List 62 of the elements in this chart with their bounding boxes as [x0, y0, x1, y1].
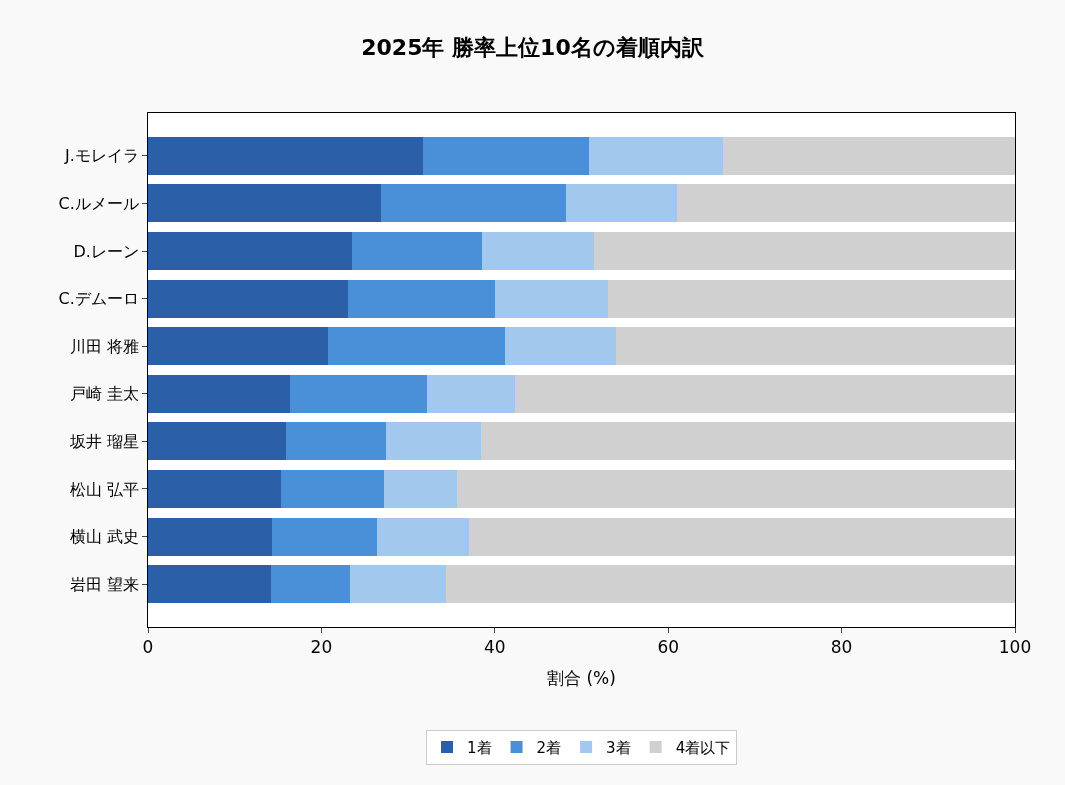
- bar: [381, 184, 566, 223]
- bar: [148, 565, 272, 604]
- bar: [148, 469, 281, 509]
- bar: [593, 231, 1015, 271]
- bar: [386, 422, 481, 461]
- bar: [148, 136, 423, 175]
- x-tick-label: 20: [310, 637, 333, 658]
- y-tick-label: 川田 将雅: [69, 336, 139, 356]
- bar: [148, 517, 272, 556]
- x-tick-label: 100: [998, 637, 1032, 658]
- bar: [505, 327, 617, 366]
- bar: [616, 327, 1015, 366]
- bar: [148, 422, 286, 461]
- y-tick-label: 横山 武史: [69, 527, 139, 547]
- bar: [148, 374, 291, 413]
- bar: [351, 231, 482, 271]
- x-axis-title: 割合 (%): [547, 667, 616, 688]
- bar: [328, 327, 506, 366]
- y-tick-label: 坂井 瑠星: [68, 431, 139, 451]
- y-tick-label: C.デムーロ: [58, 289, 139, 309]
- bar: [148, 327, 329, 366]
- bar: [480, 422, 1015, 461]
- bar: [676, 184, 1015, 223]
- legend-label: 2着: [536, 738, 562, 757]
- bar: [148, 184, 382, 223]
- bar: [271, 565, 351, 604]
- bar: [350, 565, 447, 604]
- bar: [148, 231, 352, 271]
- x-tick-label: 80: [830, 637, 853, 658]
- x-tick-label: 40: [483, 637, 506, 658]
- bar: [148, 279, 349, 318]
- legend-label: 3着: [606, 738, 631, 757]
- bar: [514, 374, 1015, 413]
- x-tick-label: 0: [142, 637, 154, 658]
- bar: [468, 517, 1015, 556]
- bar: [348, 279, 495, 318]
- y-tick-label: J.モレイラ: [63, 146, 139, 166]
- x-tick-label: 60: [657, 637, 680, 658]
- bar: [722, 136, 1015, 175]
- bar: [285, 422, 387, 461]
- bar: [290, 374, 428, 413]
- legend-label: 4着以下: [675, 738, 731, 757]
- chart-title: 2025年 勝率上位10名の着順内訳: [361, 34, 705, 60]
- bar: [456, 469, 1015, 509]
- bar: [481, 231, 594, 271]
- bar: [608, 279, 1015, 318]
- y-tick-label: 岩田 望来: [69, 574, 139, 594]
- bar: [565, 184, 677, 223]
- bar: [376, 517, 469, 556]
- bar: [446, 565, 1015, 604]
- bar: [271, 517, 377, 556]
- bar: [422, 136, 590, 175]
- bar: [427, 374, 515, 413]
- legend-label: 1着: [467, 738, 492, 757]
- bar: [280, 469, 384, 509]
- bar: [383, 469, 457, 509]
- bar: [589, 136, 723, 175]
- y-tick-label: 松山 弘平: [69, 479, 139, 499]
- y-tick-label: C.ルメール: [58, 194, 139, 214]
- y-tick-label: D.レーン: [73, 241, 139, 261]
- bar: [494, 279, 609, 318]
- y-tick-label: 戸崎 圭太: [69, 384, 139, 404]
